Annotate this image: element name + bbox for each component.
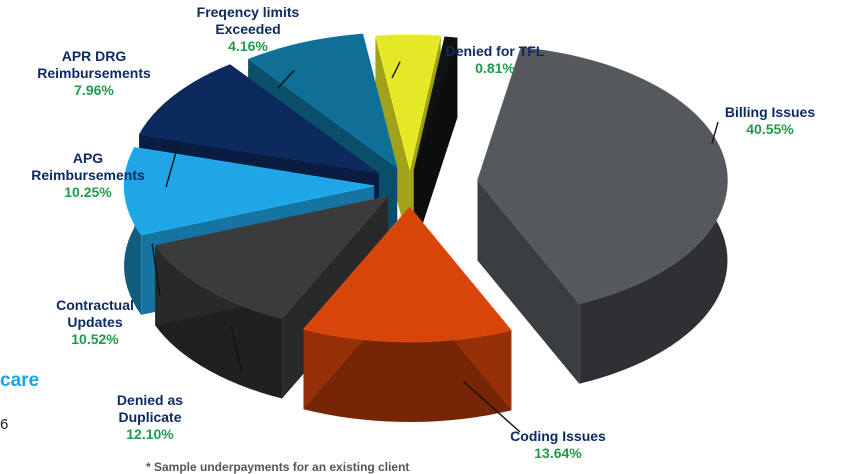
slice-label: Freqency limits	[197, 4, 300, 20]
pie-slice-face	[375, 35, 410, 250]
pie-slice	[413, 36, 458, 251]
footnote: * Sample underpayments for an existing c…	[146, 460, 410, 474]
pie-slice-top	[247, 33, 398, 169]
slice-label: APR DRG	[62, 48, 127, 64]
slice-label: Contractual	[56, 297, 134, 313]
pie-slice-top	[154, 195, 389, 319]
leader-line	[439, 53, 445, 61]
slice-label: Reimbursements	[31, 167, 145, 183]
leader-line	[230, 326, 243, 373]
slice-label: Reimbursements	[37, 65, 151, 81]
slice-value-label: 40.55%	[746, 121, 794, 137]
pie-slice-side	[303, 329, 512, 422]
pie-slices	[123, 33, 728, 422]
leader-line	[711, 121, 719, 144]
slice-value-label: 0.81%	[475, 60, 515, 76]
pie-slice-top	[375, 34, 442, 170]
heading-fragment: care	[0, 370, 40, 391]
leader-line	[277, 69, 295, 89]
pie-slice	[477, 47, 728, 384]
page-number-fragment: 6	[0, 416, 9, 433]
slice-label: Denied as	[117, 392, 183, 408]
pie-slice-top	[138, 64, 380, 174]
slice-label: Billing Issues	[725, 104, 815, 120]
slice-value-label: 10.25%	[64, 184, 112, 200]
slice-label: Updates	[67, 314, 122, 330]
pie-slice-face	[477, 180, 580, 384]
leader-line	[165, 144, 179, 188]
leader-line	[463, 381, 521, 433]
slice-label: Exceeded	[215, 21, 280, 37]
pie-slice	[303, 206, 512, 422]
slice-value-label: 13.64%	[534, 445, 582, 461]
slice-value-label: 12.10%	[126, 426, 174, 442]
slice-label: Coding Issues	[510, 428, 606, 444]
slice-value-label: 7.96%	[74, 82, 114, 98]
pie-slice-top	[477, 47, 728, 305]
leader-line	[391, 61, 401, 79]
slice-label: Denied for TFL	[446, 43, 545, 59]
pie-slice-top	[303, 206, 512, 343]
slice-value-label: 4.16%	[228, 38, 268, 54]
pie-slice-top	[413, 36, 458, 171]
slice-label: APG	[73, 150, 103, 166]
slice-label: Duplicate	[118, 409, 181, 425]
slice-value-label: 10.52%	[71, 331, 119, 347]
pie-slice-face	[413, 37, 458, 251]
leader-line	[151, 243, 161, 297]
pie-slice-top	[123, 147, 375, 236]
